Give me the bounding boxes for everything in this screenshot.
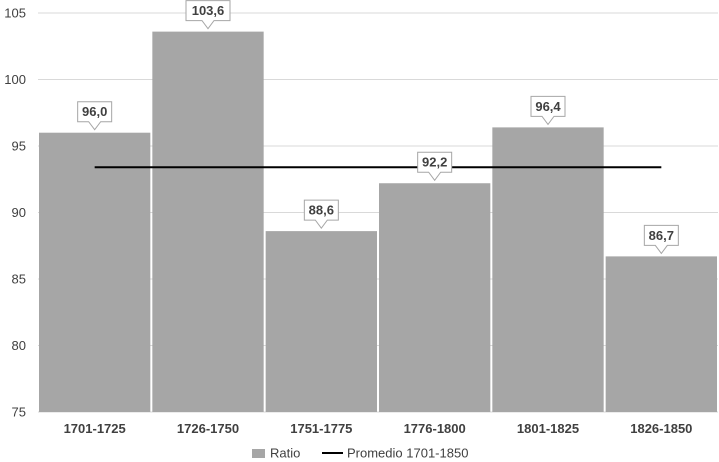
data-label-callout xyxy=(417,151,453,182)
x-tick-label: 1701-1725 xyxy=(64,421,126,436)
legend-label: Promedio 1701-1850 xyxy=(347,446,468,461)
y-tick-label: 105 xyxy=(4,6,26,21)
x-tick-label: 1726-1750 xyxy=(177,421,239,436)
x-tick-label: 1751-1775 xyxy=(290,421,352,436)
x-tick-label: 1801-1825 xyxy=(517,421,579,436)
data-label: 86,7 xyxy=(649,228,674,243)
legend-label: Ratio xyxy=(270,446,300,461)
y-tick-label: 90 xyxy=(12,205,26,220)
bar xyxy=(39,132,151,412)
x-tick-label: 1826-1850 xyxy=(630,421,692,436)
data-label-callout xyxy=(77,101,113,131)
bar xyxy=(265,231,377,412)
y-axis-ticks: 75 80 85 90 95 100 105 xyxy=(4,6,26,420)
y-tick-label: 95 xyxy=(12,139,26,154)
data-label: 88,6 xyxy=(309,203,334,218)
y-tick-label: 85 xyxy=(12,272,26,287)
bar xyxy=(379,183,491,412)
data-label: 92,2 xyxy=(422,155,447,170)
bar xyxy=(492,127,604,412)
legend: Ratio Promedio 1701-1850 xyxy=(252,446,468,461)
y-tick-label: 100 xyxy=(4,72,26,87)
data-labels: 96,0 103,6 88,6 92,2 96,4 86,7 xyxy=(77,0,679,255)
bars xyxy=(39,31,717,413)
bar xyxy=(152,31,264,413)
data-label-callout xyxy=(185,0,231,30)
data-label: 103,6 xyxy=(192,3,225,18)
gridlines xyxy=(38,12,718,413)
data-label-callout xyxy=(643,224,679,255)
y-tick-label: 75 xyxy=(12,405,26,420)
bar xyxy=(605,256,717,412)
data-label: 96,4 xyxy=(535,99,561,114)
x-tick-label: 1776-1800 xyxy=(404,421,466,436)
legend-swatch-bars xyxy=(252,449,265,458)
data-label: 96,0 xyxy=(82,104,107,119)
data-label-callout xyxy=(530,95,566,126)
y-tick-label: 80 xyxy=(12,338,26,353)
data-label-callout xyxy=(303,199,339,229)
x-axis-categories: 1701-1725 1726-1750 1751-1775 1776-1800 1801… xyxy=(64,421,693,436)
